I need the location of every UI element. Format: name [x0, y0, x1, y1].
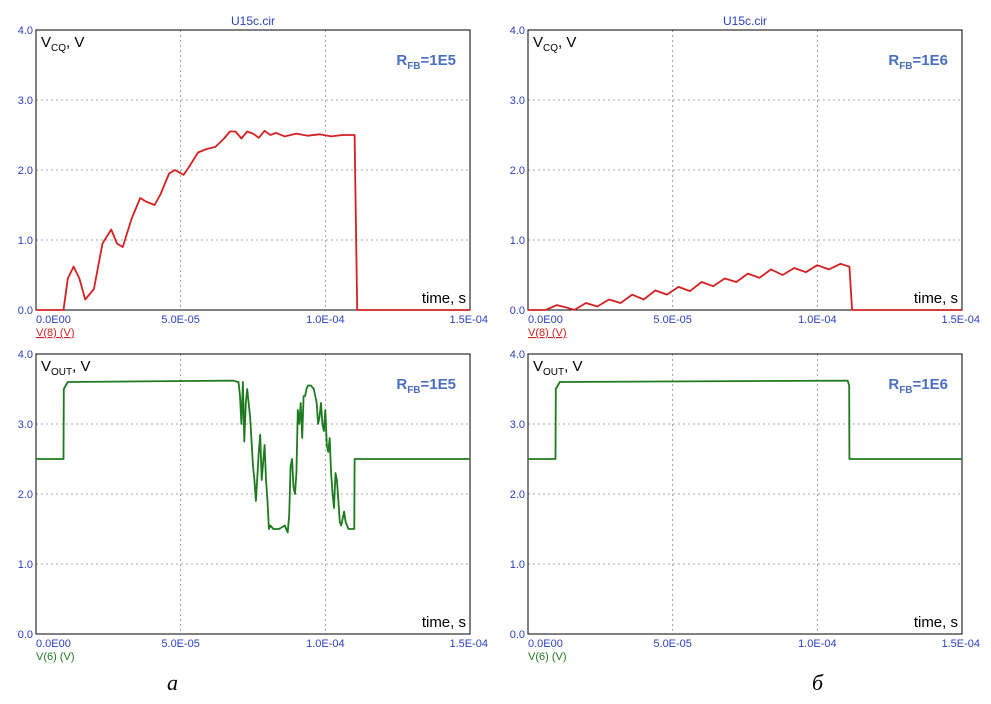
rfb-annotation: RFB=1E6 — [888, 376, 948, 396]
chart-panel-4: 0.0 1.0 2.0 3.0 4.0 0.0E00 5.0E-05 1.0E-04 1.5E-… — [510, 349, 980, 663]
y-tick-label: 2.0 — [510, 489, 525, 501]
x-tick-label: 1.0E-04 — [306, 638, 345, 650]
y-tick-label: 1.0 — [510, 235, 525, 247]
y-tick-label: 4.0 — [18, 25, 33, 37]
y-tick-label: 1.0 — [18, 559, 33, 571]
series-legend-label: V(8) (V) — [528, 327, 567, 339]
x-axis-label: time, s — [422, 614, 466, 631]
y-tick-label: 0.0 — [18, 305, 33, 317]
rfb-annotation: RFB=1E5 — [396, 376, 456, 396]
chart-panel-2: U15c.cir 0.0 1.0 2.0 3.0 4.0 0.0E00 5.0E-05 1.0E… — [510, 14, 980, 339]
chart-title: U15c.cir — [723, 14, 767, 28]
x-axis-label: time, s — [422, 290, 466, 307]
y-tick-label: 2.0 — [18, 165, 33, 177]
x-tick-label: 0.0E00 — [36, 314, 71, 326]
y-tick-label: 0.0 — [18, 629, 33, 641]
series-line — [36, 129, 470, 311]
y-tick-label: 3.0 — [510, 419, 525, 431]
rfb-annotation: RFB=1E5 — [396, 52, 456, 72]
x-tick-label: 0.0E00 — [528, 638, 563, 650]
series-legend-label: V(6) (V) — [528, 651, 567, 663]
series-line — [528, 379, 962, 460]
chart-panel-3: 0.0 1.0 2.0 3.0 4.0 0.0E00 5.0E-05 1.0E-04 1.5E-… — [18, 349, 488, 663]
y-tick-label: 2.0 — [18, 489, 33, 501]
y-tick-label: 1.0 — [18, 235, 33, 247]
y-axis-label: VOUT, V — [41, 358, 90, 378]
y-tick-label: 3.0 — [18, 419, 33, 431]
x-tick-label: 0.0E00 — [528, 314, 563, 326]
chart-title: U15c.cir — [231, 14, 275, 28]
x-tick-label: 1.0E-04 — [798, 638, 837, 650]
plot-frame — [527, 353, 963, 635]
x-tick-label: 0.0E00 — [36, 638, 71, 650]
y-axis-label: VCQ, V — [533, 34, 576, 54]
y-axis-label: VOUT, V — [533, 358, 582, 378]
y-tick-label: 0.0 — [510, 305, 525, 317]
series-legend-label: V(6) (V) — [36, 651, 75, 663]
y-tick-label: 1.0 — [510, 559, 525, 571]
caption-a: а — [167, 670, 178, 695]
x-axis-label: time, s — [914, 614, 958, 631]
y-tick-label: 4.0 — [510, 349, 525, 361]
y-tick-label: 4.0 — [18, 349, 33, 361]
plot-frame — [527, 29, 963, 311]
y-tick-label: 2.0 — [510, 165, 525, 177]
x-tick-label: 5.0E-05 — [653, 314, 692, 326]
y-axis-label: VCQ, V — [41, 34, 84, 54]
x-tick-label: 5.0E-05 — [161, 314, 200, 326]
y-tick-label: 0.0 — [510, 629, 525, 641]
x-tick-label: 5.0E-05 — [653, 638, 692, 650]
y-tick-label: 4.0 — [510, 25, 525, 37]
x-tick-label: 1.0E-04 — [798, 314, 837, 326]
x-tick-label: 1.5E-04 — [449, 638, 488, 650]
chart-panel-1: U15c.cir 0.0 1.0 2.0 3.0 4.0 0.0E00 5.0E-05 1.0E… — [18, 14, 488, 339]
series-legend-label: V(8) (V) — [36, 327, 75, 339]
x-tick-label: 5.0E-05 — [161, 638, 200, 650]
rfb-annotation: RFB=1E6 — [888, 52, 948, 72]
series-line — [36, 379, 470, 534]
y-tick-label: 3.0 — [510, 95, 525, 107]
y-tick-label: 3.0 — [18, 95, 33, 107]
x-tick-label: 1.0E-04 — [306, 314, 345, 326]
caption-b: б — [812, 670, 824, 695]
x-axis-label: time, s — [914, 290, 958, 307]
series-line — [528, 262, 962, 311]
x-tick-label: 1.5E-04 — [941, 638, 980, 650]
x-tick-label: 1.5E-04 — [941, 314, 980, 326]
plot-frame — [35, 353, 471, 635]
plot-frame — [35, 29, 471, 311]
x-tick-label: 1.5E-04 — [449, 314, 488, 326]
